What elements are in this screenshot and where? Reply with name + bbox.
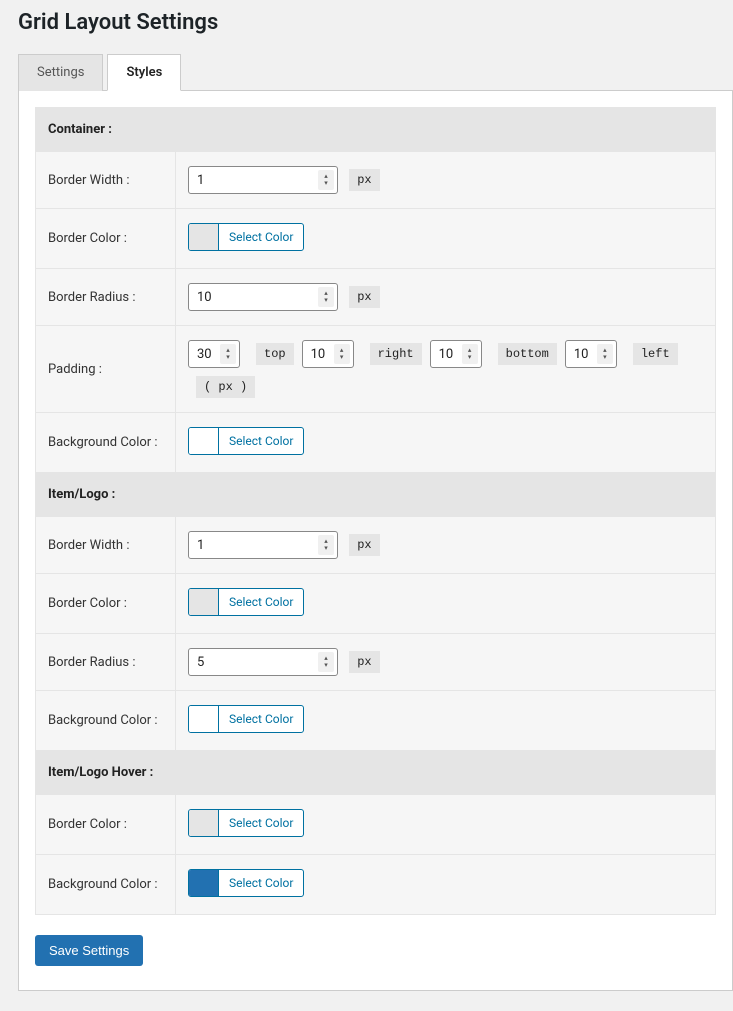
styles-panel: Container : Border Width : 1 ▴▾ px Borde…: [18, 91, 733, 991]
container-border-width-input[interactable]: 1 ▴▾: [188, 166, 338, 194]
color-swatch: [189, 810, 219, 836]
label-item-border-radius: Border Radius :: [36, 634, 176, 691]
label-px-paren: ( px ): [196, 376, 255, 398]
hover-border-color-button[interactable]: Select Color: [188, 809, 304, 837]
padding-top-input[interactable]: 30 ▴▾: [188, 340, 240, 368]
stepper-icon[interactable]: ▴▾: [318, 652, 334, 672]
page-title: Grid Layout Settings: [18, 10, 733, 35]
color-swatch: [189, 870, 219, 896]
stepper-icon[interactable]: ▴▾: [220, 344, 236, 364]
label-container-bg-color: Background Color :: [36, 413, 176, 473]
label-container-border-width: Border Width :: [36, 152, 176, 209]
section-item-header: Item/Logo :: [36, 473, 716, 517]
label-container-border-radius: Border Radius :: [36, 269, 176, 326]
unit-px: px: [349, 286, 379, 308]
label-item-border-width: Border Width :: [36, 517, 176, 574]
item-border-color-button[interactable]: Select Color: [188, 588, 304, 616]
padding-right-input[interactable]: 10 ▴▾: [302, 340, 354, 368]
tab-bar: Settings Styles: [18, 53, 733, 91]
unit-px: px: [349, 534, 379, 556]
label-right: right: [370, 343, 422, 365]
label-hover-border-color: Border Color :: [36, 795, 176, 855]
item-bg-color-button[interactable]: Select Color: [188, 705, 304, 733]
tab-styles[interactable]: Styles: [107, 54, 181, 91]
label-top: top: [256, 343, 294, 365]
label-item-border-color: Border Color :: [36, 574, 176, 634]
container-border-color-button[interactable]: Select Color: [188, 223, 304, 251]
label-hover-bg-color: Background Color :: [36, 855, 176, 915]
container-border-radius-input[interactable]: 10 ▴▾: [188, 283, 338, 311]
hover-bg-color-button[interactable]: Select Color: [188, 869, 304, 897]
container-bg-color-button[interactable]: Select Color: [188, 427, 304, 455]
save-button[interactable]: Save Settings: [35, 935, 143, 966]
stepper-icon[interactable]: ▴▾: [597, 344, 613, 364]
stepper-icon[interactable]: ▴▾: [318, 170, 334, 190]
stepper-icon[interactable]: ▴▾: [334, 344, 350, 364]
section-hover-header: Item/Logo Hover :: [36, 751, 716, 795]
padding-left-input[interactable]: 10 ▴▾: [565, 340, 617, 368]
color-swatch: [189, 224, 219, 250]
unit-px: px: [349, 651, 379, 673]
padding-bottom-input[interactable]: 10 ▴▾: [430, 340, 482, 368]
color-swatch: [189, 706, 219, 732]
color-swatch: [189, 589, 219, 615]
label-left: left: [633, 343, 678, 365]
label-container-border-color: Border Color :: [36, 209, 176, 269]
label-container-padding: Padding :: [36, 326, 176, 413]
section-container-header: Container :: [36, 108, 716, 152]
label-bottom: bottom: [498, 343, 557, 365]
stepper-icon[interactable]: ▴▾: [318, 535, 334, 555]
color-swatch: [189, 428, 219, 454]
item-border-width-input[interactable]: 1 ▴▾: [188, 531, 338, 559]
stepper-icon[interactable]: ▴▾: [318, 287, 334, 307]
label-item-bg-color: Background Color :: [36, 691, 176, 751]
tab-settings[interactable]: Settings: [18, 54, 103, 91]
stepper-icon[interactable]: ▴▾: [462, 344, 478, 364]
item-border-radius-input[interactable]: 5 ▴▾: [188, 648, 338, 676]
unit-px: px: [349, 169, 379, 191]
